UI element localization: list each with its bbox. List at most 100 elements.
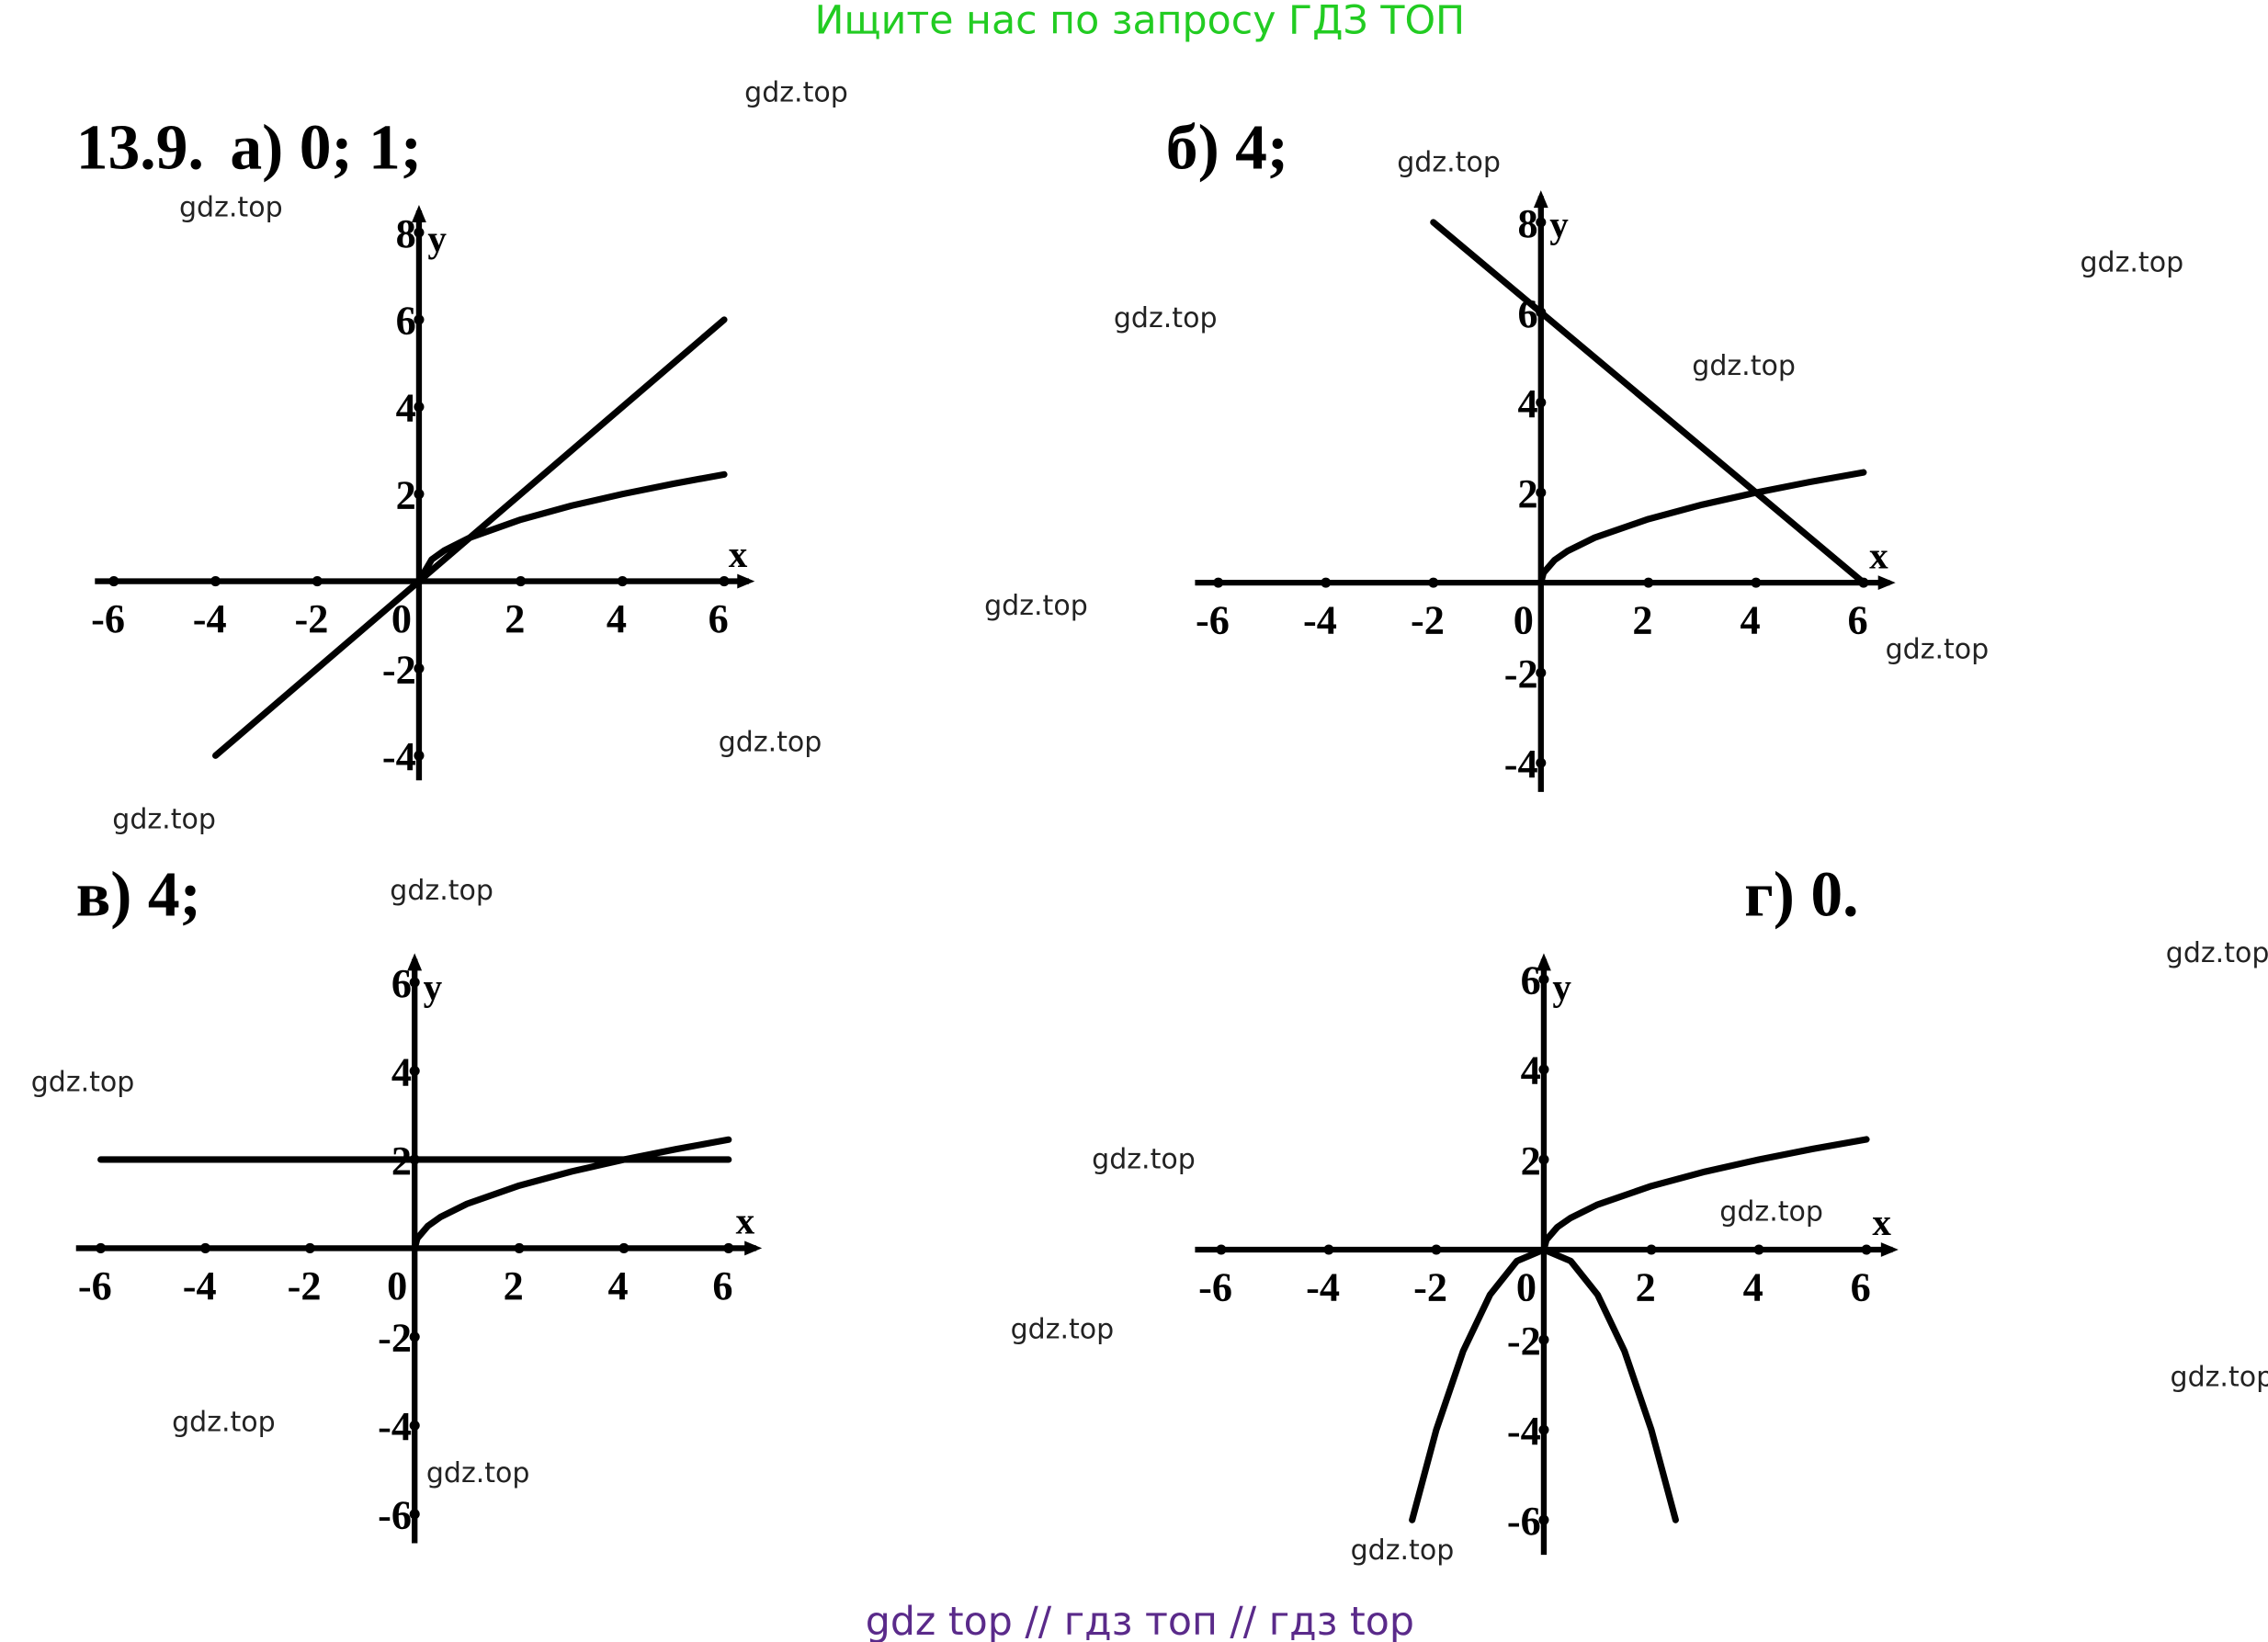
problem-number: 13.9.: [76, 112, 204, 183]
x-axis-arrow-icon: [1877, 575, 1896, 591]
y-tick-mark: [1538, 1154, 1549, 1165]
y-tick-mark: [414, 227, 425, 238]
header-banner[interactable]: Ищите нас по запросу ГДЗ ТОП: [814, 0, 1465, 43]
x-tick-label: 2: [1632, 597, 1652, 642]
y-tick-mark: [409, 977, 420, 988]
x-tick-label: 6: [709, 596, 729, 641]
series-y-sqrt-x-: [411, 1136, 732, 1251]
y-tick-mark: [1536, 217, 1547, 228]
x-tick-mark: [516, 576, 527, 587]
watermark: gdz.top: [1011, 1313, 1115, 1345]
x-tick-label: -2: [294, 596, 328, 641]
y-tick-label: 2: [1521, 1138, 1541, 1183]
watermarks: gdz.top gdz.top gdz.top gdz.top gdz.top …: [31, 77, 2268, 1567]
watermark: gdz.top: [1397, 147, 1501, 179]
watermark: gdz.top: [744, 77, 848, 109]
y-tick-label: -4: [1504, 742, 1538, 787]
footer-banner[interactable]: gdz top // гдз топ // гдз top: [866, 1599, 1414, 1642]
x-tick-label: 6: [1847, 597, 1867, 642]
y-tick-mark: [409, 1420, 420, 1431]
x-tick-mark: [617, 576, 628, 587]
x-tick-label: -6: [91, 596, 125, 641]
x-tick-mark: [1751, 577, 1762, 588]
watermark: gdz.top: [1886, 633, 1990, 665]
watermark: gdz.top: [390, 875, 493, 907]
y-tick-mark: [1538, 974, 1549, 985]
x-tick-label: -4: [193, 596, 227, 641]
x-tick-mark: [108, 576, 119, 587]
y-tick-mark: [414, 489, 425, 500]
answer-c: в) 4;: [76, 859, 201, 930]
y-tick-label: -2: [1504, 651, 1538, 696]
y-tick-label: -4: [382, 734, 416, 779]
x-tick-mark: [1213, 577, 1224, 588]
y-tick-label: 8: [1517, 201, 1537, 246]
x-tick-label: 2: [504, 1263, 524, 1308]
x-tick-label: -2: [1411, 597, 1445, 642]
y-tick-mark: [1536, 757, 1547, 768]
series-y-sqrt-x-: [1537, 469, 1867, 586]
y-axis-arrow-icon: [1533, 190, 1548, 209]
watermark: gdz.top: [172, 1407, 276, 1439]
x-tick-mark: [1861, 1244, 1872, 1255]
x-tick-mark: [312, 576, 323, 587]
y-tick-label: -2: [382, 647, 416, 692]
x-tick-label: 0: [1516, 1264, 1537, 1309]
y-tick-label: -6: [1507, 1499, 1541, 1544]
y-tick-mark: [1536, 667, 1547, 678]
series-y-6-x: [1430, 219, 1867, 586]
y-tick-label: 8: [396, 211, 416, 256]
x-tick-label: 4: [1743, 1264, 1763, 1309]
x-tick-label: 0: [1514, 597, 1534, 642]
watermark: gdz.top: [31, 1067, 135, 1099]
x-tick-mark: [1216, 1244, 1227, 1255]
watermark: gdz.top: [1092, 1143, 1196, 1175]
x-tick-label: 2: [1636, 1264, 1656, 1309]
y-tick-label: -2: [378, 1316, 412, 1361]
y-tick-label: 4: [1521, 1048, 1541, 1093]
watermark: gdz.top: [2171, 1362, 2268, 1394]
graphs: x y -6 -4 -2 0 2 4 6 8 6 4 2 -2 -4 x y -6 -4 -2 0 2 4 6 8 6 4 2 -2 -4…: [75, 190, 1899, 1556]
watermark: gdz.top: [1692, 350, 1796, 382]
watermark: gdz.top: [1114, 302, 1218, 334]
x-axis-arrow-icon: [744, 1240, 763, 1256]
y-tick-mark: [409, 1331, 420, 1342]
x-tick-label: -2: [1413, 1264, 1447, 1309]
answer-d: г) 0.: [1744, 859, 1858, 930]
x-tick-mark: [1643, 577, 1654, 588]
x-tick-label: -2: [288, 1263, 322, 1308]
graph-0: x y -6 -4 -2 0 2 4 6 8 6 4 2 -2 -4: [91, 204, 755, 781]
answer-a: а) 0; 1;: [230, 112, 422, 183]
series-y-x-2: [1409, 1246, 1679, 1523]
series-y-sqrt-x-: [1540, 1136, 1870, 1253]
y-axis-arrow-icon: [1537, 953, 1551, 971]
y-tick-label: 2: [396, 472, 416, 517]
x-tick-mark: [719, 576, 730, 587]
x-axis-label: x: [1869, 534, 1888, 576]
y-tick-mark: [1536, 397, 1547, 408]
x-tick-mark: [210, 576, 221, 587]
x-axis-arrow-icon: [737, 573, 755, 589]
y-axis-label: y: [427, 218, 447, 260]
x-tick-label: 2: [505, 596, 525, 641]
graph-3: x y -6 -4 -2 0 2 4 6 6 4 2 -2 -4 -6: [1195, 953, 1899, 1556]
x-tick-label: 4: [608, 1263, 629, 1308]
x-tick-label: 0: [387, 1263, 407, 1308]
x-tick-mark: [1646, 1244, 1657, 1255]
y-tick-mark: [1538, 1064, 1549, 1075]
y-tick-mark: [1538, 1514, 1549, 1525]
x-tick-label: -6: [1198, 1264, 1232, 1309]
y-tick-label: 6: [396, 299, 416, 344]
y-axis-label: y: [1549, 203, 1569, 245]
x-tick-mark: [1753, 1244, 1764, 1255]
y-tick-label: -6: [378, 1493, 412, 1538]
x-axis-label: x: [729, 533, 748, 575]
x-tick-label: 0: [391, 596, 412, 641]
watermark: gdz.top: [426, 1457, 530, 1489]
x-tick-label: -4: [1306, 1264, 1340, 1309]
x-tick-mark: [618, 1242, 629, 1253]
x-axis-arrow-icon: [1880, 1242, 1899, 1257]
y-tick-label: -4: [378, 1404, 412, 1449]
